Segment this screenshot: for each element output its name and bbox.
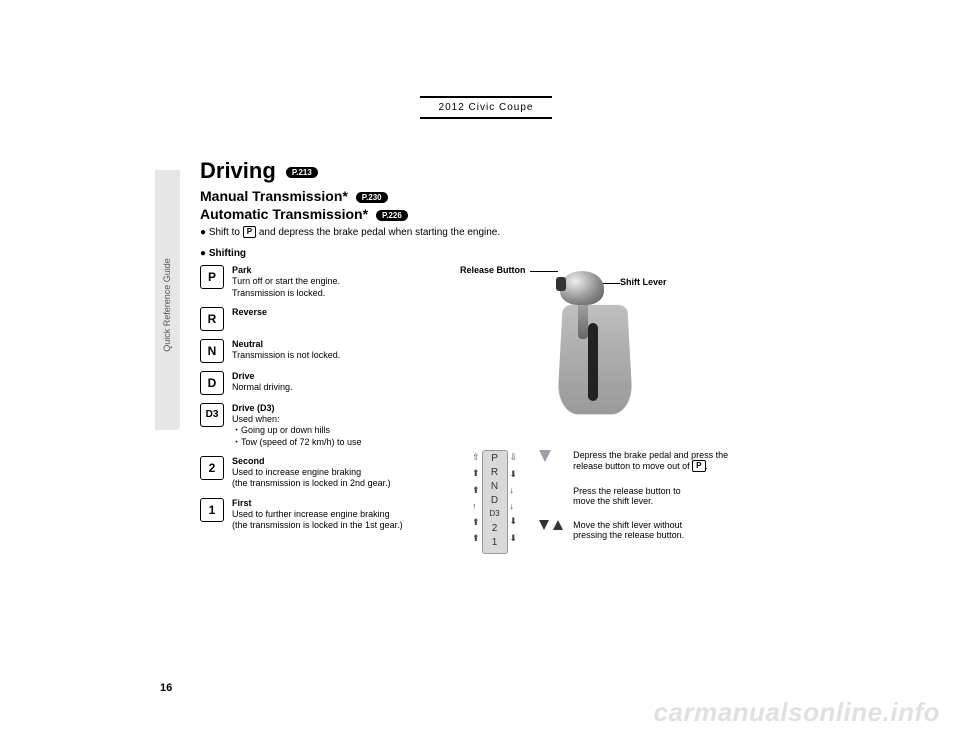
gear-desc: Transmission is not locked. <box>232 350 340 360</box>
legend-text: pressing the release button. <box>573 530 684 540</box>
subtitle-manual-text: Manual Transmission* <box>200 188 348 204</box>
prnd-item: D <box>483 495 507 509</box>
gear-row: D Drive Normal driving. <box>200 371 460 395</box>
side-tab-label: Quick Reference Guide <box>162 175 172 435</box>
title-text: Driving <box>200 158 276 183</box>
prnd-item: 1 <box>483 537 507 551</box>
gear-title: Park <box>232 265 252 275</box>
gear-row: 2 Second Used to increase engine braking… <box>200 456 460 490</box>
prnd-item: R <box>483 467 507 481</box>
gear-symbol: P <box>200 265 224 289</box>
gear-title: Neutral <box>232 339 263 349</box>
legend-row: Depress the brake pedal and press the re… <box>539 450 728 472</box>
subtitle-manual-ref: P.230 <box>356 192 388 203</box>
prnd-item: D3 <box>483 509 507 523</box>
shifting-label: ● Shifting <box>200 248 760 259</box>
legend-arrow-brake-icon <box>539 450 573 462</box>
gear-desc: Used to further increase engine braking … <box>232 509 403 530</box>
gear-symbol: 2 <box>200 456 224 480</box>
lead-text: ● Shift to P and depress the brake pedal… <box>200 226 760 238</box>
legend-row: Move the shift lever without pressing th… <box>539 520 728 540</box>
lead-suffix: and depress the brake pedal when startin… <box>259 227 500 238</box>
legend-text: Press the release button to <box>573 486 681 496</box>
legend-text: Move the shift lever without <box>573 520 682 530</box>
title-page-ref: P.213 <box>286 167 318 178</box>
subtitle-auto-text: Automatic Transmission* <box>200 206 368 222</box>
gear-text: Second Used to increase engine braking (… <box>232 456 391 490</box>
prnd-item: P <box>483 453 507 467</box>
gear-desc: Used to increase engine braking (the tra… <box>232 467 391 488</box>
legend-text: release button to move out of <box>573 461 692 471</box>
subtitle-manual: Manual Transmission* P.230 <box>200 188 760 204</box>
gear-symbol: 1 <box>200 498 224 522</box>
legend-p-badge: P <box>692 460 705 472</box>
gear-row: N Neutral Transmission is not locked. <box>200 339 460 363</box>
date-banner: 2012 Civic Coupe <box>420 100 552 115</box>
gear-title: Second <box>232 456 265 466</box>
gear-text: Drive Normal driving. <box>232 371 293 394</box>
gear-title: First <box>232 498 252 508</box>
side-tab: Quick Reference Guide <box>155 170 180 430</box>
gear-row: D3 Drive (D3) Used when: ・Going up or do… <box>200 403 460 448</box>
gear-symbol: N <box>200 339 224 363</box>
prnd-arrows-left: ⇧⬆⬆↑⬆⬆ <box>472 452 480 544</box>
callout-shift-lever: Shift Lever <box>620 277 667 287</box>
gear-row: P Park Turn off or start the engine. Tra… <box>200 265 460 299</box>
page-number: 16 <box>160 682 172 694</box>
gear-desc: Normal driving. <box>232 382 293 392</box>
gear-text: Neutral Transmission is not locked. <box>232 339 340 362</box>
legend-text: move the shift lever. <box>573 496 653 506</box>
gear-text: Drive (D3) Used when: ・Going up or down … <box>232 403 362 448</box>
legend-row: Press the release button to move the shi… <box>539 486 728 506</box>
gear-list: P Park Turn off or start the engine. Tra… <box>200 265 460 539</box>
gear-row: 1 First Used to further increase engine … <box>200 498 460 532</box>
callout-release-button: Release Button <box>460 265 526 275</box>
shifter-diagram: Release Button Shift Lever <box>460 265 720 425</box>
lead-prefix: ● Shift to <box>200 227 243 238</box>
legend-text: Depress the brake pedal and press the <box>573 450 728 460</box>
legend-arrow-release-icon <box>539 486 573 498</box>
gear-title: Drive (D3) <box>232 403 275 413</box>
prnd-item: N <box>483 481 507 495</box>
shift-legend: Depress the brake pedal and press the re… <box>539 450 728 554</box>
legend-arrow-free-icon <box>539 520 573 530</box>
prnd-diagram: ⇧⬆⬆↑⬆⬆ P R N D D3 2 1 ⇩⬇↓↓⬇⬇ <box>470 450 730 554</box>
page-title: Driving P.213 <box>200 158 760 184</box>
gear-symbol: R <box>200 307 224 331</box>
gear-symbol: D3 <box>200 403 224 427</box>
gear-desc: Turn off or start the engine. Transmissi… <box>232 276 340 297</box>
watermark: carmanualsonline.info <box>654 697 940 728</box>
lead-p-badge: P <box>243 226 256 238</box>
subtitle-auto: Automatic Transmission* P.226 <box>200 206 760 222</box>
gear-symbol: D <box>200 371 224 395</box>
gear-text: Reverse <box>232 307 267 318</box>
subtitle-auto-ref: P.226 <box>376 210 408 221</box>
prnd-item: 2 <box>483 523 507 537</box>
gear-desc: Used when: ・Going up or down hills ・Tow … <box>232 414 362 447</box>
gear-title: Reverse <box>232 307 267 317</box>
prnd-arrows-right: ⇩⬇↓↓⬇⬇ <box>510 452 518 544</box>
prnd-box: P R N D D3 2 1 <box>482 450 508 554</box>
gear-title: Drive <box>232 371 255 381</box>
gear-row: R Reverse <box>200 307 460 331</box>
gear-text: Park Turn off or start the engine. Trans… <box>232 265 340 299</box>
gear-text: First Used to further increase engine br… <box>232 498 403 532</box>
